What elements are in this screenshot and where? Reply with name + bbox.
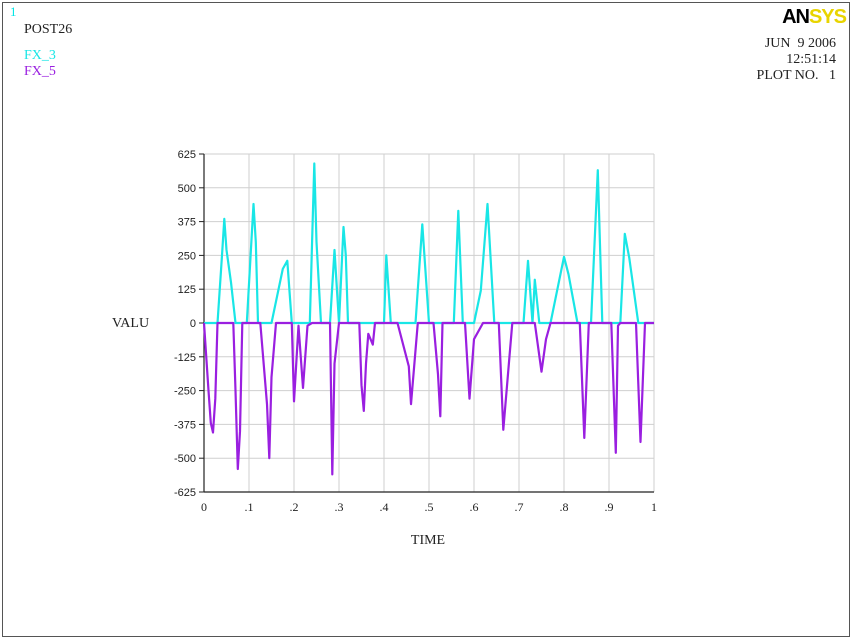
plot-date: JUN 9 2006 xyxy=(764,36,836,51)
x-tick-label: .2 xyxy=(290,500,299,514)
y-tick-label: 250 xyxy=(178,250,196,262)
y-axis-label: VALU xyxy=(112,316,149,331)
plot-index: 1 xyxy=(10,4,17,19)
x-tick-label: .3 xyxy=(335,500,344,514)
logo-text-sys: SYS xyxy=(808,6,847,28)
y-tick-label: 375 xyxy=(178,217,196,229)
series-line-fx-3 xyxy=(204,162,654,325)
y-tick-label: -125 xyxy=(174,352,196,364)
plot-time: 12:51:14 xyxy=(786,52,836,67)
program-name: POST26 xyxy=(24,22,73,37)
ansys-logo: ANSYS xyxy=(782,6,847,29)
x-tick-label: 0 xyxy=(201,500,207,514)
y-tick-label: 625 xyxy=(178,149,196,161)
x-tick-label: .8 xyxy=(560,500,569,514)
plot-number: PLOT NO. 1 xyxy=(756,68,836,83)
x-tick-label: 1 xyxy=(651,500,657,514)
x-tick-label: .1 xyxy=(245,500,254,514)
logo-text-an: AN xyxy=(782,6,810,28)
x-tick-label: .9 xyxy=(605,500,614,514)
y-tick-label: 500 xyxy=(178,183,196,195)
x-tick-label: .4 xyxy=(380,500,389,514)
y-tick-label: -500 xyxy=(174,453,196,465)
x-axis-label: TIME xyxy=(411,533,445,548)
series-lines xyxy=(202,162,654,476)
y-tick-label: 0 xyxy=(190,318,196,330)
y-tick-label: -375 xyxy=(174,419,196,431)
legend-fx3: FX_3 xyxy=(24,48,56,63)
y-tick-label: 125 xyxy=(178,284,196,296)
y-tick-label: -250 xyxy=(174,386,196,398)
x-tick-label: .5 xyxy=(425,500,434,514)
tick-labels: 0 .1 .2 .3 .4 .5 .6 .7 .8 .9 1 625 500 375 250 125 0 -125… xyxy=(174,149,657,514)
x-tick-label: .6 xyxy=(470,500,479,514)
x-tick-label: .7 xyxy=(515,500,524,514)
legend-fx5: FX_5 xyxy=(24,64,56,79)
series-line-fx-5 xyxy=(202,321,654,476)
y-tick-label: -625 xyxy=(174,487,196,499)
